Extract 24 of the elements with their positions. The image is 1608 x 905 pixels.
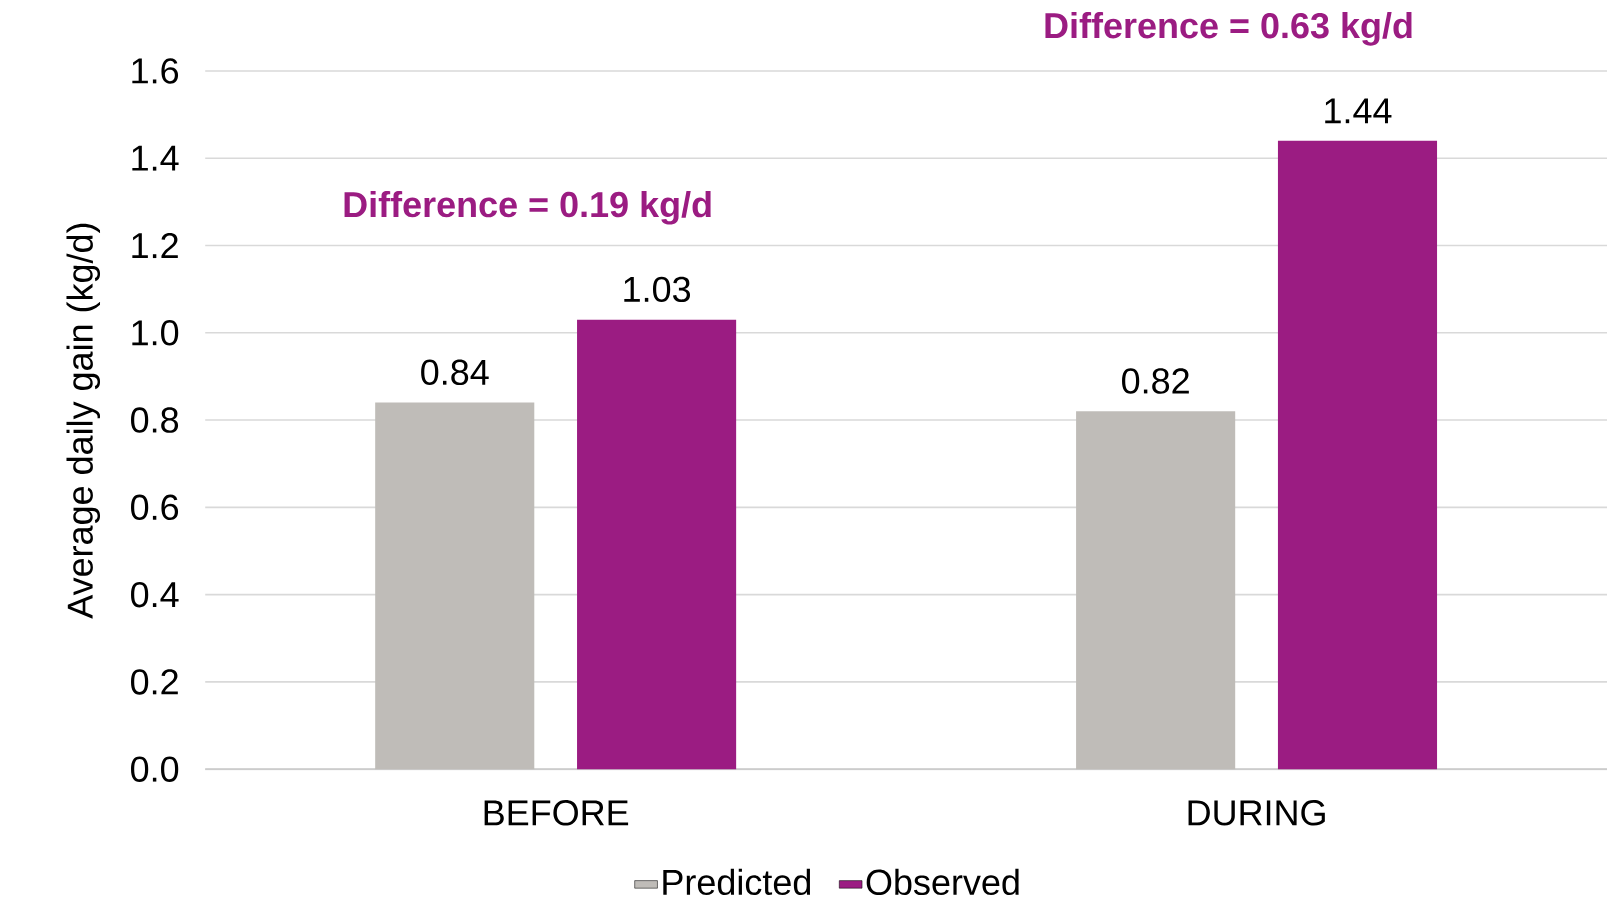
text: Difference = 0.63 kg/d — [1045, 11, 1412, 46]
y-tick-label: 1.2 — [132, 232, 178, 258]
y-tick-label: 1.4 — [132, 145, 179, 171]
y-tick-label: 0.2 — [131, 668, 178, 695]
data-label: 1.44 — [1325, 98, 1392, 123]
annotation: Difference = 0.19 kg/d — [344, 190, 711, 225]
bar — [1076, 411, 1236, 769]
y-tick-label: 1.6 — [132, 57, 179, 84]
y-tick-label: 1.0 — [132, 319, 179, 346]
x-tick-label: BEFORE — [484, 799, 629, 826]
y-tick-label: 0.4 — [131, 581, 179, 608]
x-tick-label: DURING — [1188, 799, 1325, 826]
y-tick-label: 0.8 — [131, 407, 179, 433]
y-tick-label: 0.0 — [131, 756, 179, 782]
data-label: 1.03 — [624, 276, 691, 302]
legend-label: Observed — [866, 868, 1019, 895]
y-tick-label: 0.6 — [131, 494, 179, 520]
bar — [375, 402, 535, 769]
bar — [1277, 140, 1438, 769]
y-axis-title: Average daily gain (kg/d) — [66, 223, 101, 619]
legend-label: Predicted — [663, 868, 811, 895]
data-label: 0.84 — [421, 359, 489, 385]
bar — [577, 319, 737, 769]
data-label: 0.82 — [1122, 368, 1189, 394]
